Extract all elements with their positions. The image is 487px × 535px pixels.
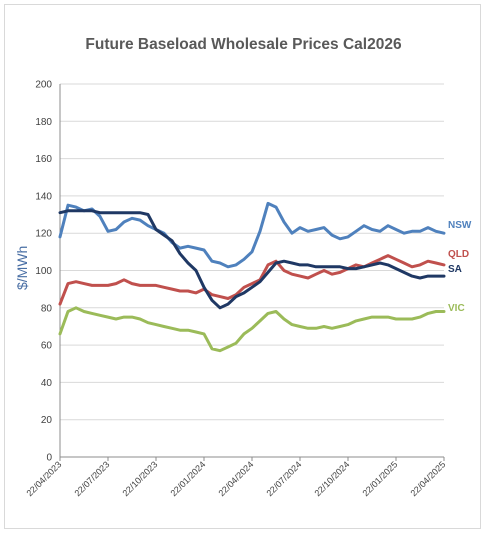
y-tick-label: 160 [35,154,52,165]
series-label-nsw: NSW [448,220,472,231]
series-line-vic [58,306,446,353]
x-tick-label: 22/04/2024 [216,459,255,498]
series-labels: NSW QLD SA VIC [448,220,472,314]
y-tick-label: 0 [46,453,52,464]
series-label-qld: QLD [448,249,469,260]
x-tick-label: 22/04/2025 [408,459,447,498]
y-tick-label: 20 [41,415,53,426]
y-tick-label: 40 [41,378,53,389]
chart-title: Future Baseload Wholesale Prices Cal2026 [85,36,402,53]
chart-frame [4,4,481,529]
x-tick-label: 22/10/2024 [312,459,351,498]
x-tick-labels: 22/04/2023 22/07/2023 22/10/2023 22/01/2024… [24,457,447,498]
series-line-qld [58,254,446,306]
y-tick-label: 180 [35,117,52,128]
y-tick-labels: 0 20 40 60 80 100 120 140 160 180 200 [35,80,52,464]
series-label-vic: VIC [448,303,465,314]
y-tick-label: 120 [35,229,52,240]
x-tick-label: 22/04/2023 [24,459,63,498]
x-tick-label: 22/10/2023 [120,459,159,498]
series-line-sa [58,209,446,310]
x-tick-label: 22/07/2024 [264,459,303,498]
y-tick-label: 100 [35,266,52,277]
series-lines [58,201,446,353]
y-tick-label: 200 [35,80,52,91]
series-label-sa: SA [448,264,462,275]
x-tick-label: 22/07/2023 [72,459,111,498]
y-tick-label: 140 [35,191,52,202]
gridlines [59,83,444,458]
x-tick-label: 22/01/2025 [360,459,399,498]
x-tick-label: 22/01/2024 [168,459,207,498]
series-line-nsw [58,201,446,269]
y-tick-label: 80 [41,303,53,314]
y-tick-label: 60 [41,341,53,352]
